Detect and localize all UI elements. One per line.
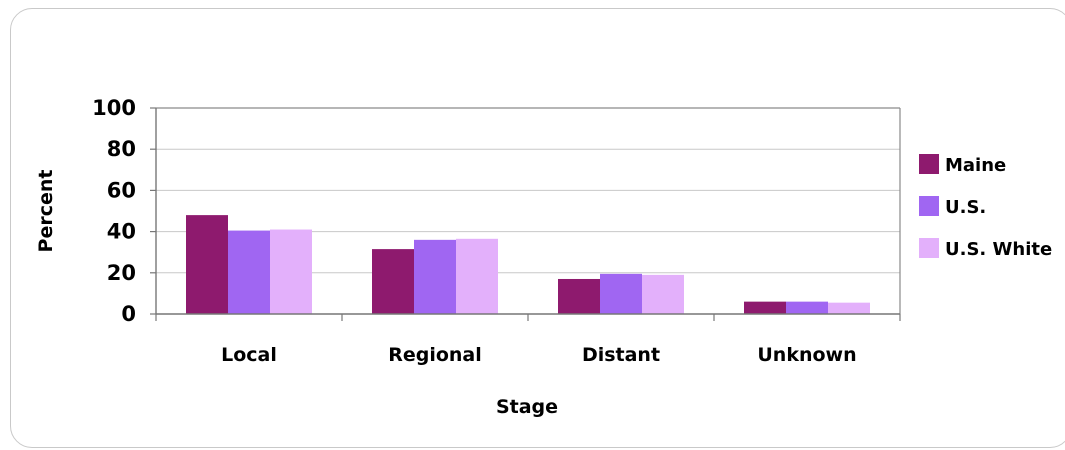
bar-maine-regional	[372, 249, 414, 314]
y-tick-label: 20	[107, 261, 136, 285]
bar-u-s-regional	[414, 239, 456, 314]
bar-u-s-white-regional	[456, 238, 498, 314]
y-tick-label: 60	[107, 178, 136, 202]
bar-u-s-white-distant	[642, 274, 684, 314]
y-tick-label: 100	[92, 96, 136, 120]
bars	[186, 215, 870, 314]
legend-label: U.S.	[945, 197, 986, 218]
y-tick-label: 80	[107, 137, 136, 161]
y-tick-label: 40	[107, 220, 136, 244]
bar-u-s-white-local	[270, 229, 312, 314]
bar-maine-distant	[558, 278, 600, 314]
axes	[150, 107, 901, 321]
bar-u-s-local	[228, 230, 270, 314]
x-axis-label: Stage	[496, 396, 558, 418]
chart-frame	[10, 8, 1065, 448]
bar-u-s-distant	[600, 273, 642, 314]
y-axis-label: Percent	[35, 170, 57, 253]
bar-u-s-white-unknown	[828, 302, 870, 314]
legend-swatch	[919, 154, 939, 174]
x-category-label: Local	[221, 344, 277, 366]
x-category-label: Distant	[582, 344, 660, 366]
bar-maine-local	[186, 215, 228, 314]
legend-label: Maine	[945, 155, 1006, 176]
legend-swatch	[919, 196, 939, 216]
y-tick-labels: 0 20 40 60 80 100	[92, 96, 136, 326]
x-category-label: Regional	[388, 344, 482, 366]
x-category-label: Unknown	[757, 344, 856, 366]
legend-label: U.S. White	[945, 239, 1052, 260]
legend: Maine U.S. U.S. White	[919, 154, 1052, 260]
x-category-labels: Local Regional Distant Unknown	[221, 344, 857, 366]
bar-u-s-unknown	[786, 301, 828, 314]
bar-maine-unknown	[744, 301, 786, 314]
legend-swatch	[919, 238, 939, 258]
y-tick-label: 0	[121, 302, 136, 326]
